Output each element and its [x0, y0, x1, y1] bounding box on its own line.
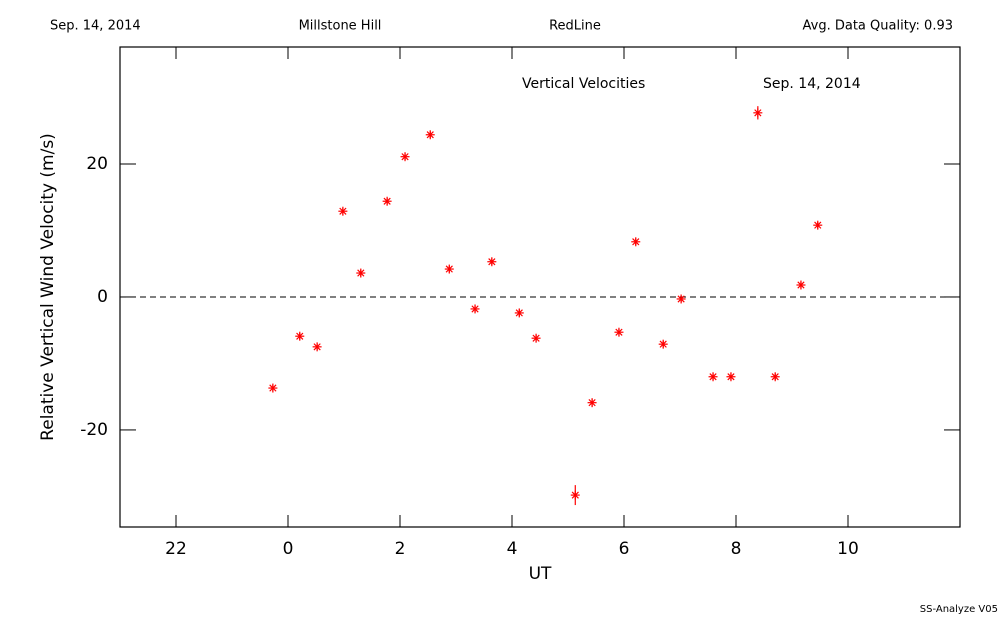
footer: SS-Analyze V05	[920, 604, 998, 615]
point	[587, 398, 597, 408]
point-stroke	[677, 295, 685, 303]
header-site: Millstone Hill	[299, 19, 382, 34]
point-stroke	[814, 221, 822, 229]
point	[514, 308, 524, 318]
point-stroke	[709, 373, 717, 381]
point	[753, 108, 763, 118]
point-stroke	[515, 309, 523, 317]
y-tick-label: 20	[86, 154, 108, 174]
point	[658, 339, 668, 349]
point	[726, 372, 736, 382]
header-quality: Avg. Data Quality: 0.93	[803, 19, 953, 34]
point-stroke	[357, 269, 365, 277]
point	[614, 327, 624, 337]
point	[770, 372, 780, 382]
x-tick-label: 0	[283, 539, 294, 559]
point-stroke	[269, 384, 277, 392]
point	[312, 342, 322, 352]
plot-frame	[119, 46, 961, 528]
point	[531, 333, 541, 343]
point	[676, 294, 686, 304]
x-tick-label: 22	[165, 539, 187, 559]
x-tick-label: 8	[731, 539, 742, 559]
x-axis-label: UT	[529, 564, 552, 584]
y-tick-label: 0	[97, 287, 108, 307]
header-line: RedLine	[549, 19, 601, 34]
point-stroke	[754, 109, 762, 117]
point-stroke	[571, 491, 579, 499]
point-stroke	[532, 334, 540, 342]
y-axis-label: Relative Vertical Wind Velocity (m/s)	[38, 133, 58, 441]
point-stroke	[588, 399, 596, 407]
point-stroke	[771, 373, 779, 381]
y-tick-label: -20	[80, 420, 108, 440]
point	[444, 264, 454, 274]
point-stroke	[401, 153, 409, 161]
x-tick-label: 2	[395, 539, 406, 559]
point-stroke	[615, 328, 623, 336]
point	[487, 257, 497, 267]
x-tick-label: 6	[619, 539, 630, 559]
point-stroke	[659, 340, 667, 348]
point	[425, 130, 435, 140]
point	[708, 372, 718, 382]
x-tick-label: 10	[837, 539, 859, 559]
point-stroke	[313, 343, 321, 351]
point-stroke	[632, 238, 640, 246]
point-stroke	[445, 265, 453, 273]
point	[631, 237, 641, 247]
point	[268, 383, 278, 393]
point	[382, 196, 392, 206]
point	[796, 280, 806, 290]
chart-title: Vertical Velocities	[522, 76, 645, 92]
point	[295, 331, 305, 341]
point	[338, 206, 348, 216]
point-stroke	[797, 281, 805, 289]
point-stroke	[296, 332, 304, 340]
point	[813, 220, 823, 230]
point-stroke	[339, 207, 347, 215]
header-date: Sep. 14, 2014	[50, 19, 141, 34]
point-stroke	[426, 131, 434, 139]
point-stroke	[727, 373, 735, 381]
point	[400, 152, 410, 162]
point-stroke	[488, 258, 496, 266]
x-tick-label: 4	[507, 539, 518, 559]
point	[470, 304, 480, 314]
point-stroke	[383, 197, 391, 205]
point-stroke	[471, 305, 479, 313]
chart-subtitle: Sep. 14, 2014	[763, 76, 861, 92]
point	[570, 490, 580, 500]
point	[356, 268, 366, 278]
